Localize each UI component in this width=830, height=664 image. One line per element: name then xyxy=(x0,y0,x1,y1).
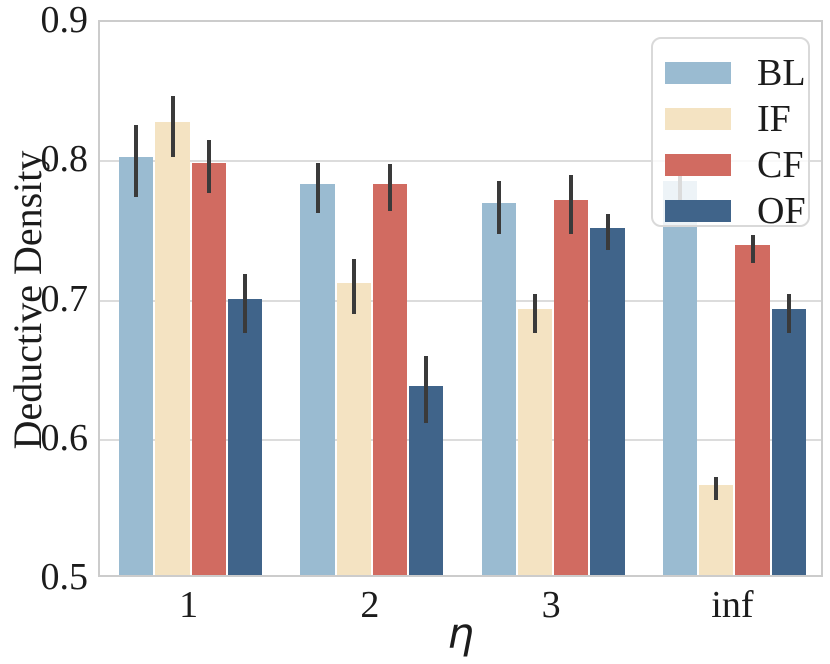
bar-OF-3 xyxy=(590,228,625,575)
legend-swatch-BL xyxy=(665,62,731,84)
x-tick-label-3: 3 xyxy=(541,584,561,626)
bar-CF-inf xyxy=(735,244,770,575)
error-bar-CF-3 xyxy=(569,175,574,234)
legend-label-OF: OF xyxy=(757,190,806,232)
legend-item-OF: OF xyxy=(665,188,808,234)
bar-BL-2 xyxy=(300,183,335,575)
bar-CF-2 xyxy=(372,183,408,575)
legend-label-BL: BL xyxy=(757,52,806,94)
bar-BL-1 xyxy=(119,157,154,575)
error-bar-BL-3 xyxy=(496,180,501,234)
error-bar-OF-1 xyxy=(243,274,247,333)
y-tick-label-0.7: 0.7 xyxy=(40,277,89,320)
error-bar-CF-1 xyxy=(206,140,211,194)
y-tick-label-0.6: 0.6 xyxy=(40,416,89,459)
error-bar-BL-2 xyxy=(315,162,320,213)
legend-label-CF: CF xyxy=(757,144,804,186)
x-tick-label-inf: inf xyxy=(711,584,754,626)
legend-swatch-OF xyxy=(665,200,731,222)
bar-BL-3 xyxy=(481,203,516,575)
bar-CF-1 xyxy=(191,162,226,575)
error-bar-IF-3 xyxy=(533,293,537,333)
bar-OF-inf xyxy=(771,309,806,575)
gridline-0.7 xyxy=(100,299,821,302)
gridline-0.8 xyxy=(100,160,821,163)
legend-item-IF: IF xyxy=(665,96,808,142)
bar-CF-3 xyxy=(554,200,589,575)
gridline-0.6 xyxy=(100,438,821,441)
plot-area: BL IF CF OF xyxy=(98,20,823,577)
x-axis-label: η xyxy=(447,609,474,658)
error-bar-OF-inf xyxy=(786,293,791,333)
x-tick-label-1: 1 xyxy=(179,584,199,626)
error-bar-IF-inf xyxy=(714,477,719,500)
y-tick-label-0.8: 0.8 xyxy=(40,138,89,181)
legend: BL IF CF OF xyxy=(651,37,810,232)
bar-IF-1 xyxy=(155,122,190,575)
legend-swatch-CF xyxy=(665,154,731,176)
error-bar-BL-1 xyxy=(134,125,139,198)
legend-label-IF: IF xyxy=(757,98,791,140)
bar-IF-2 xyxy=(336,282,371,575)
bar-IF-3 xyxy=(517,309,553,575)
legend-swatch-IF xyxy=(665,108,731,130)
error-bar-CF-inf xyxy=(750,235,755,263)
bar-BL-inf xyxy=(662,180,698,575)
error-bar-OF-2 xyxy=(424,356,429,424)
error-bar-OF-3 xyxy=(605,214,610,251)
y-tick-label-0.5: 0.5 xyxy=(40,556,89,598)
error-bar-IF-1 xyxy=(170,95,175,158)
y-tick-label-0.9: 0.9 xyxy=(40,0,89,41)
error-bar-IF-2 xyxy=(351,258,356,315)
legend-item-BL: BL xyxy=(665,50,808,96)
error-bar-CF-2 xyxy=(388,164,392,212)
bar-OF-1 xyxy=(227,299,263,575)
x-tick-label-2: 2 xyxy=(360,584,380,626)
legend-item-CF: CF xyxy=(665,142,808,188)
